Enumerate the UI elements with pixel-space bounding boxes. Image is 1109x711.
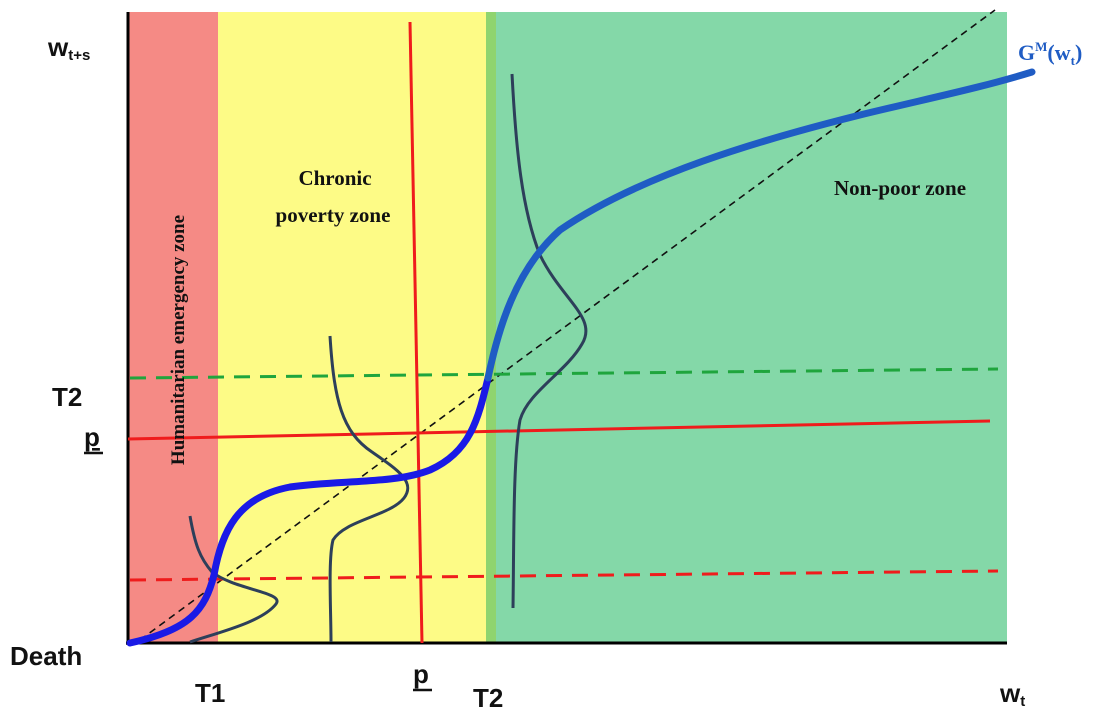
distribution-curve-chronic [328, 335, 410, 643]
boundary-zone-strip [486, 12, 496, 643]
chronic-zone-label-line2: poverty zone [276, 203, 391, 227]
y-axis-label: wt+s [47, 32, 90, 64]
chronic-zone-label-line1: Chronic [298, 166, 371, 190]
red-dashed-threshold-t1 [129, 569, 999, 582]
x-tick-p: p [413, 659, 429, 689]
non-poor-zone-bg [496, 12, 1007, 643]
gm-curve-lower [126, 374, 492, 647]
distribution-curve-nonpoor [510, 73, 588, 609]
humanitarian-zone-label: Humanitarian emergency zone [168, 215, 189, 465]
x-tick-t2: T2 [473, 683, 503, 711]
y-tick-t2: T2 [52, 382, 82, 412]
x-tick-t1: T1 [195, 678, 225, 708]
x-axis-label: wt [999, 678, 1025, 710]
diagonal-45-line [139, 9, 996, 641]
red-poverty-line-horizontal [127, 419, 991, 441]
y-tick-p: p [84, 422, 100, 452]
chronic-poverty-zone-bg [218, 12, 486, 643]
origin-death-label: Death [10, 641, 82, 671]
gm-curve-label: GM(wt) [1018, 39, 1082, 68]
non-poor-zone-label: Non-poor zone [834, 176, 966, 200]
humanitarian-zone-bg [128, 12, 218, 643]
red-poverty-line-vertical [408, 21, 424, 644]
green-dashed-threshold-t2 [129, 367, 999, 380]
gm-curve-upper [484, 68, 1036, 382]
distribution-curve-t1 [188, 515, 279, 644]
